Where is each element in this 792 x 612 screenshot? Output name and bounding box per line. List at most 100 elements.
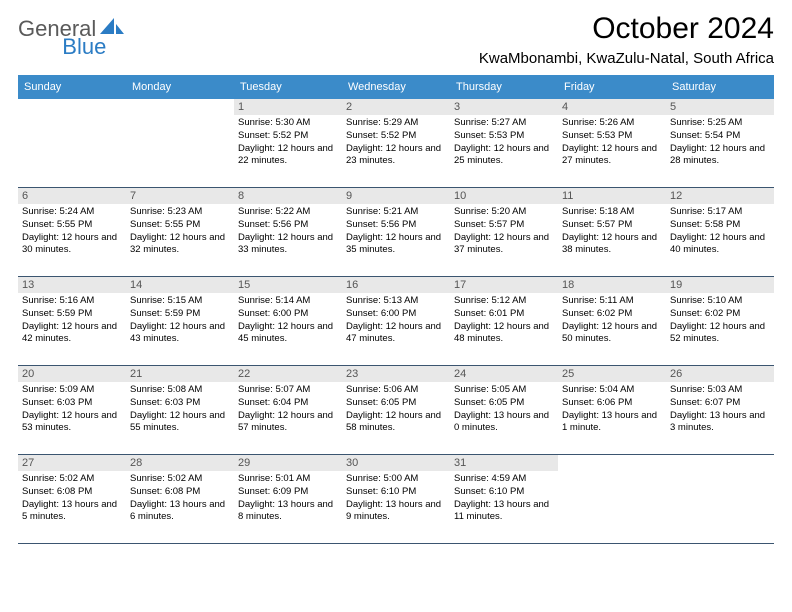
day-number: 1: [234, 99, 342, 115]
day-cell: 13 Sunrise: 5:16 AMSunset: 5:59 PMDayligh…: [18, 277, 126, 365]
sunset-text: Sunset: 6:08 PM: [22, 486, 122, 499]
weekday-header: Friday: [558, 75, 666, 99]
day-info: Sunrise: 5:04 AMSunset: 6:06 PMDaylight:…: [562, 384, 662, 435]
sunset-text: Sunset: 5:58 PM: [670, 219, 770, 232]
day-number: 11: [558, 188, 666, 204]
day-cell: [18, 99, 126, 187]
sunrise-text: Sunrise: 5:23 AM: [130, 206, 230, 219]
day-cell: 14Sunrise: 5:15 AMSunset: 5:59 PMDayligh…: [126, 277, 234, 365]
daylight-text: Daylight: 12 hours and 53 minutes.: [22, 410, 122, 436]
logo-text-blue: Blue: [62, 34, 106, 60]
daylight-text: Daylight: 12 hours and 58 minutes.: [346, 410, 446, 436]
sunset-text: Sunset: 5:53 PM: [454, 130, 554, 143]
page-header: General Blue October 2024 KwaMbonambi, K…: [18, 12, 774, 67]
day-number: 6: [18, 188, 126, 204]
sunrise-text: Sunrise: 5:03 AM: [670, 384, 770, 397]
daylight-text: Daylight: 12 hours and 40 minutes.: [670, 232, 770, 258]
sunrise-text: Sunrise: 5:13 AM: [346, 295, 446, 308]
day-number: 3: [450, 99, 558, 115]
day-number: 9: [342, 188, 450, 204]
day-cell: 8Sunrise: 5:22 AMSunset: 5:56 PMDaylight…: [234, 188, 342, 276]
sunrise-text: Sunrise: 5:00 AM: [346, 473, 446, 486]
sunrise-text: Sunrise: 4:59 AM: [454, 473, 554, 486]
sunset-text: Sunset: 5:57 PM: [454, 219, 554, 232]
daylight-text: Daylight: 12 hours and 25 minutes.: [454, 143, 554, 169]
sunset-text: Sunset: 6:10 PM: [454, 486, 554, 499]
day-cell: 2Sunrise: 5:29 AMSunset: 5:52 PMDaylight…: [342, 99, 450, 187]
sunset-text: Sunset: 5:59 PM: [22, 308, 122, 321]
day-cell: 17Sunrise: 5:12 AMSunset: 6:01 PMDayligh…: [450, 277, 558, 365]
day-info: Sunrise: 5:16 AMSunset: 5:59 PMDaylight:…: [22, 295, 122, 346]
day-number: 13: [18, 277, 126, 293]
day-cell: 11 Sunrise: 5:18 AMSunset: 5:57 PMDayligh…: [558, 188, 666, 276]
day-number: 25: [558, 366, 666, 382]
sunrise-text: Sunrise: 5:05 AM: [454, 384, 554, 397]
day-cell: 1 Sunrise: 5:30 AMSunset: 5:52 PMDaylight…: [234, 99, 342, 187]
weekday-header-row: Sunday Monday Tuesday Wednesday Thursday…: [18, 75, 774, 99]
day-number: 21: [126, 366, 234, 382]
day-cell: 27Sunrise: 5:02 AMSunset: 6:08 PMDayligh…: [18, 455, 126, 543]
sunset-text: Sunset: 5:53 PM: [562, 130, 662, 143]
day-info: Sunrise: 5:30 AMSunset: 5:52 PMDaylight:…: [238, 117, 338, 168]
day-cell: 18Sunrise: 5:11 AMSunset: 6:02 PMDayligh…: [558, 277, 666, 365]
daylight-text: Daylight: 12 hours and 43 minutes.: [130, 321, 230, 347]
daylight-text: Daylight: 12 hours and 47 minutes.: [346, 321, 446, 347]
day-info: Sunrise: 5:26 AMSunset: 5:53 PMDaylight:…: [562, 117, 662, 168]
sunset-text: Sunset: 6:00 PM: [346, 308, 446, 321]
sunrise-text: Sunrise: 5:07 AM: [238, 384, 338, 397]
day-cell: 7Sunrise: 5:23 AMSunset: 5:55 PMDaylight…: [126, 188, 234, 276]
day-number: 27: [18, 455, 126, 471]
day-number: 26: [666, 366, 774, 382]
day-info: Sunrise: 5:06 AMSunset: 6:05 PMDaylight:…: [346, 384, 446, 435]
sunrise-text: Sunrise: 5:21 AM: [346, 206, 446, 219]
day-info: Sunrise: 5:18 AMSunset: 5:57 PMDaylight:…: [562, 206, 662, 257]
day-cell: 15Sunrise: 5:14 AMSunset: 6:00 PMDayligh…: [234, 277, 342, 365]
week-row: 27Sunrise: 5:02 AMSunset: 6:08 PMDayligh…: [18, 455, 774, 544]
day-info: Sunrise: 5:14 AMSunset: 6:00 PMDaylight:…: [238, 295, 338, 346]
sunset-text: Sunset: 6:03 PM: [22, 397, 122, 410]
day-cell: 24Sunrise: 5:05 AMSunset: 6:05 PMDayligh…: [450, 366, 558, 454]
sunrise-text: Sunrise: 5:15 AM: [130, 295, 230, 308]
day-cell: 6Sunrise: 5:24 AMSunset: 5:55 PMDaylight…: [18, 188, 126, 276]
day-cell: 22Sunrise: 5:07 AMSunset: 6:04 PMDayligh…: [234, 366, 342, 454]
sunset-text: Sunset: 6:05 PM: [454, 397, 554, 410]
day-info: Sunrise: 5:00 AMSunset: 6:10 PMDaylight:…: [346, 473, 446, 524]
day-number: 18: [558, 277, 666, 293]
sunrise-text: Sunrise: 5:17 AM: [670, 206, 770, 219]
day-number: 23: [342, 366, 450, 382]
day-cell: [126, 99, 234, 187]
daylight-text: Daylight: 12 hours and 57 minutes.: [238, 410, 338, 436]
title-block: October 2024 KwaMbonambi, KwaZulu-Natal,…: [479, 12, 774, 67]
sunset-text: Sunset: 6:07 PM: [670, 397, 770, 410]
day-info: Sunrise: 5:17 AMSunset: 5:58 PMDaylight:…: [670, 206, 770, 257]
daylight-text: Daylight: 13 hours and 8 minutes.: [238, 499, 338, 525]
day-info: Sunrise: 5:12 AMSunset: 6:01 PMDaylight:…: [454, 295, 554, 346]
sunset-text: Sunset: 5:56 PM: [346, 219, 446, 232]
sunrise-text: Sunrise: 5:25 AM: [670, 117, 770, 130]
daylight-text: Daylight: 13 hours and 1 minute.: [562, 410, 662, 436]
sunset-text: Sunset: 6:08 PM: [130, 486, 230, 499]
logo: General Blue: [18, 16, 168, 42]
sunset-text: Sunset: 6:03 PM: [130, 397, 230, 410]
daylight-text: Daylight: 12 hours and 32 minutes.: [130, 232, 230, 258]
calendar: Sunday Monday Tuesday Wednesday Thursday…: [18, 75, 774, 544]
sunrise-text: Sunrise: 5:04 AM: [562, 384, 662, 397]
day-number: 30: [342, 455, 450, 471]
day-cell: 23 Sunrise: 5:06 AMSunset: 6:05 PMDayligh…: [342, 366, 450, 454]
daylight-text: Daylight: 12 hours and 35 minutes.: [346, 232, 446, 258]
daylight-text: Daylight: 12 hours and 48 minutes.: [454, 321, 554, 347]
day-info: Sunrise: 5:15 AMSunset: 5:59 PMDaylight:…: [130, 295, 230, 346]
day-info: Sunrise: 5:02 AMSunset: 6:08 PMDaylight:…: [130, 473, 230, 524]
daylight-text: Daylight: 12 hours and 27 minutes.: [562, 143, 662, 169]
day-cell: 4Sunrise: 5:26 AMSunset: 5:53 PMDaylight…: [558, 99, 666, 187]
day-info: Sunrise: 5:07 AMSunset: 6:04 PMDaylight:…: [238, 384, 338, 435]
week-row: 6Sunrise: 5:24 AMSunset: 5:55 PMDaylight…: [18, 188, 774, 277]
daylight-text: Daylight: 12 hours and 30 minutes.: [22, 232, 122, 258]
daylight-text: Daylight: 12 hours and 42 minutes.: [22, 321, 122, 347]
day-info: Sunrise: 5:21 AMSunset: 5:56 PMDaylight:…: [346, 206, 446, 257]
sunset-text: Sunset: 6:05 PM: [346, 397, 446, 410]
sunrise-text: Sunrise: 5:11 AM: [562, 295, 662, 308]
sunset-text: Sunset: 6:02 PM: [670, 308, 770, 321]
day-info: Sunrise: 4:59 AMSunset: 6:10 PMDaylight:…: [454, 473, 554, 524]
location-subtitle: KwaMbonambi, KwaZulu-Natal, South Africa: [479, 50, 774, 67]
